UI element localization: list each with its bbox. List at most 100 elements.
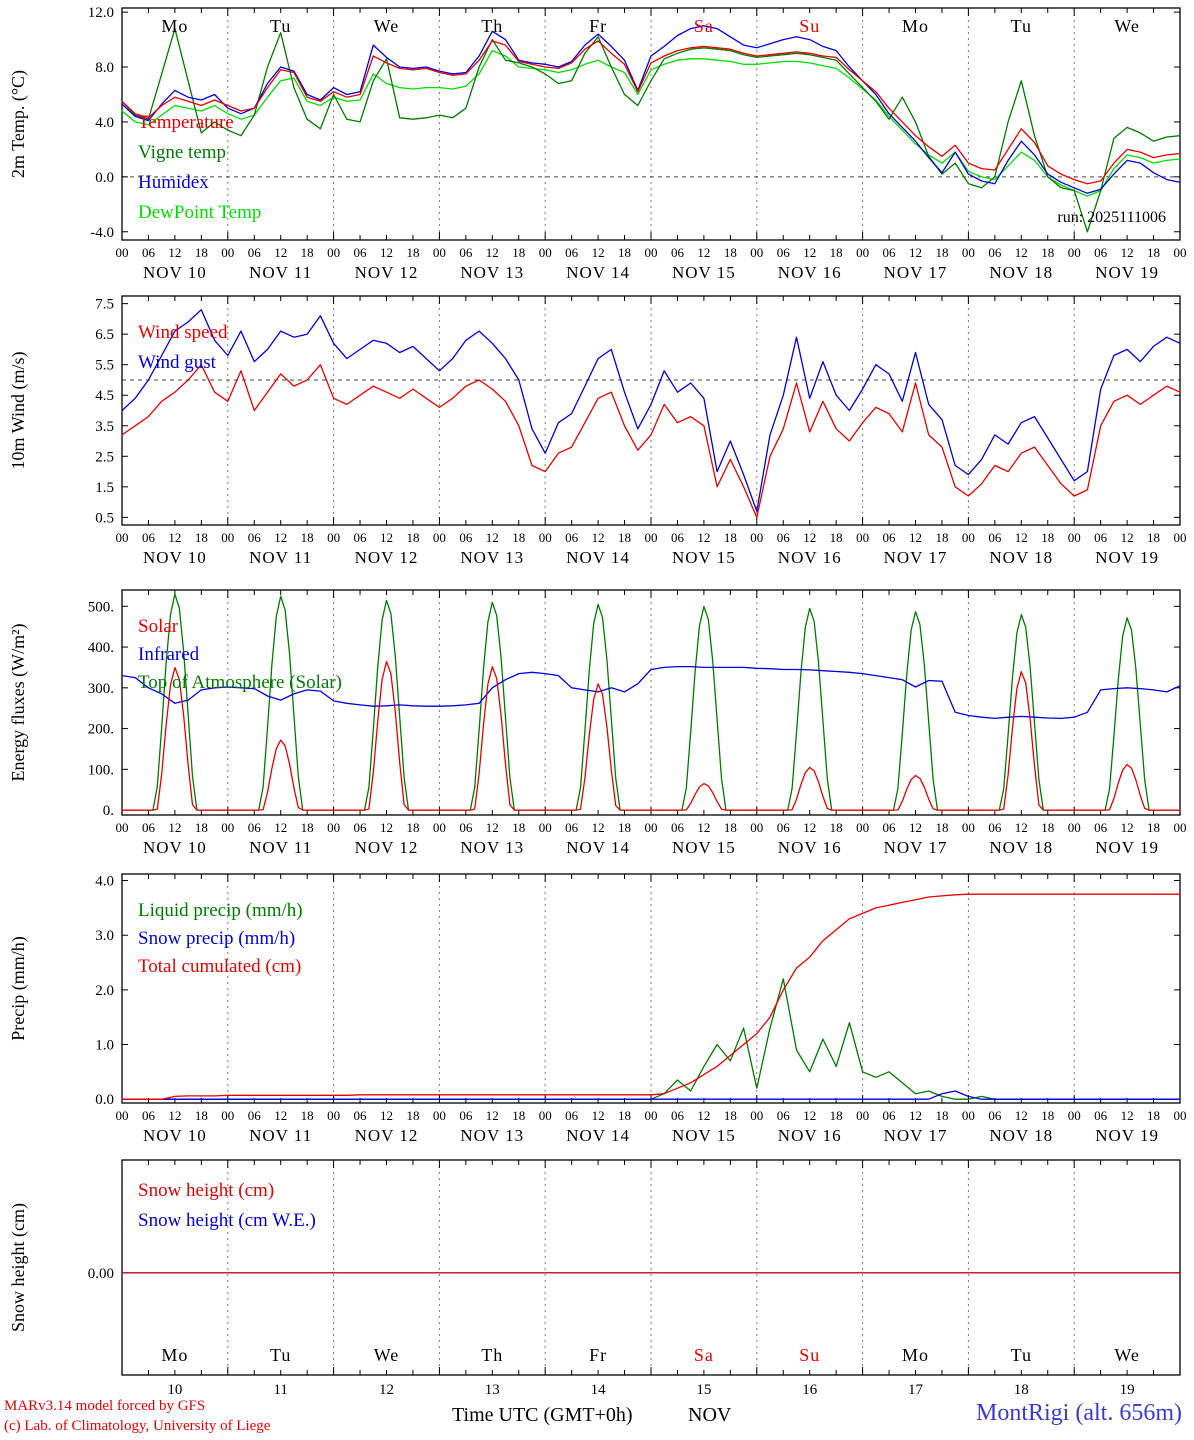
svg-text:00: 00 [856, 245, 869, 260]
svg-text:0.00: 0.00 [88, 1266, 114, 1282]
svg-text:Snow height (cm): Snow height (cm) [138, 1180, 274, 1201]
svg-text:NOV 19: NOV 19 [1095, 548, 1159, 567]
svg-text:00: 00 [645, 530, 658, 545]
svg-text:12: 12 [1015, 530, 1028, 545]
svg-text:2.5: 2.5 [95, 449, 114, 465]
svg-text:12: 12 [803, 1108, 816, 1123]
svg-text:NOV 12: NOV 12 [355, 548, 419, 567]
svg-text:00: 00 [539, 1108, 552, 1123]
svg-text:Mo: Mo [902, 1345, 929, 1365]
svg-text:5.5: 5.5 [95, 358, 114, 374]
svg-text:18: 18 [406, 820, 419, 835]
svg-text:12: 12 [486, 245, 499, 260]
svg-text:1.5: 1.5 [95, 480, 114, 496]
panel-energy: 500. 400. 300. 200. 100. 0. Energy fluxes (W/m… [8, 589, 1187, 857]
svg-text:12: 12 [909, 820, 922, 835]
svg-text:00: 00 [856, 530, 869, 545]
svg-text:We: We [374, 16, 400, 36]
svg-text:18: 18 [195, 530, 208, 545]
model-credit-line2: (c) Lab. of Climatology, University of L… [4, 1418, 271, 1434]
svg-text:00: 00 [327, 1108, 340, 1123]
svg-text:NOV 11: NOV 11 [249, 548, 312, 567]
svg-text:NOV 12: NOV 12 [355, 838, 419, 857]
svg-text:18: 18 [830, 820, 843, 835]
svg-text:Sa: Sa [694, 16, 714, 36]
svg-text:18: 18 [301, 245, 314, 260]
station-label: MontRigi (alt. 656m) [976, 1400, 1182, 1426]
svg-text:18: 18 [1014, 1382, 1029, 1398]
svg-text:18: 18 [724, 820, 737, 835]
svg-text:06: 06 [565, 1108, 579, 1123]
svg-text:Temperature: Temperature [138, 112, 234, 133]
svg-text:11: 11 [273, 1382, 287, 1398]
svg-text:NOV 13: NOV 13 [460, 548, 524, 567]
svg-text:06: 06 [565, 820, 579, 835]
svg-text:Tu: Tu [1011, 16, 1032, 36]
svg-text:14: 14 [591, 1382, 607, 1398]
svg-text:06: 06 [671, 1108, 685, 1123]
svg-text:12: 12 [1121, 820, 1134, 835]
svg-text:15: 15 [696, 1382, 711, 1398]
svg-text:12: 12 [168, 245, 181, 260]
svg-text:NOV 14: NOV 14 [566, 263, 630, 282]
svg-text:NOV 14: NOV 14 [566, 838, 630, 857]
svg-text:18: 18 [1041, 1108, 1054, 1123]
month-label: NOV [688, 1404, 732, 1426]
svg-text:We: We [374, 1345, 400, 1365]
svg-text:12: 12 [486, 820, 499, 835]
svg-text:06: 06 [671, 530, 685, 545]
svg-text:12: 12 [486, 530, 499, 545]
svg-text:06: 06 [354, 820, 368, 835]
svg-text:18: 18 [1147, 820, 1160, 835]
svg-text:00: 00 [539, 820, 552, 835]
svg-text:NOV 14: NOV 14 [566, 548, 630, 567]
svg-text:00: 00 [1174, 1108, 1187, 1123]
svg-text:12: 12 [380, 245, 393, 260]
svg-text:-4.0: -4.0 [90, 225, 114, 241]
svg-text:12: 12 [592, 530, 605, 545]
svg-text:06: 06 [883, 245, 897, 260]
svg-text:00: 00 [221, 1108, 234, 1123]
svg-text:06: 06 [248, 530, 262, 545]
svg-text:18: 18 [195, 245, 208, 260]
svg-text:12: 12 [380, 530, 393, 545]
svg-text:06: 06 [354, 245, 368, 260]
svg-text:12: 12 [592, 1108, 605, 1123]
svg-text:18: 18 [724, 1108, 737, 1123]
svg-text:12: 12 [274, 530, 287, 545]
svg-text:10: 10 [167, 1382, 182, 1398]
svg-text:12: 12 [380, 820, 393, 835]
svg-text:Mo: Mo [161, 1345, 188, 1365]
svg-text:NOV 19: NOV 19 [1095, 263, 1159, 282]
svg-text:NOV 10: NOV 10 [143, 838, 207, 857]
svg-text:NOV 15: NOV 15 [672, 1126, 736, 1145]
svg-text:18: 18 [935, 820, 948, 835]
svg-text:18: 18 [1147, 245, 1160, 260]
panel-temperature: 12.0 8.0 4.0 0.0 -4.0 2m Temp. (°C) Temperatur… [8, 5, 1187, 282]
svg-text:06: 06 [777, 1108, 791, 1123]
svg-text:12: 12 [168, 1108, 181, 1123]
svg-text:18: 18 [512, 530, 525, 545]
svg-text:00: 00 [645, 245, 658, 260]
svg-text:12: 12 [697, 1108, 710, 1123]
svg-text:12: 12 [909, 245, 922, 260]
svg-text:00: 00 [539, 245, 552, 260]
svg-text:06: 06 [248, 820, 262, 835]
svg-text:06: 06 [1094, 245, 1108, 260]
svg-text:00: 00 [962, 530, 975, 545]
svg-text:Infrared: Infrared [138, 644, 200, 665]
svg-text:00: 00 [433, 1108, 446, 1123]
svg-text:18: 18 [830, 245, 843, 260]
svg-text:06: 06 [988, 245, 1002, 260]
svg-text:NOV 16: NOV 16 [778, 1126, 842, 1145]
svg-text:06: 06 [565, 530, 579, 545]
svg-text:Wind speed: Wind speed [138, 322, 228, 343]
svg-text:0.0: 0.0 [95, 170, 114, 186]
svg-text:18: 18 [406, 1108, 419, 1123]
svg-text:NOV 10: NOV 10 [143, 548, 207, 567]
svg-text:12: 12 [1121, 245, 1134, 260]
svg-text:NOV 11: NOV 11 [249, 1126, 312, 1145]
svg-text:06: 06 [354, 1108, 368, 1123]
svg-text:00: 00 [433, 245, 446, 260]
